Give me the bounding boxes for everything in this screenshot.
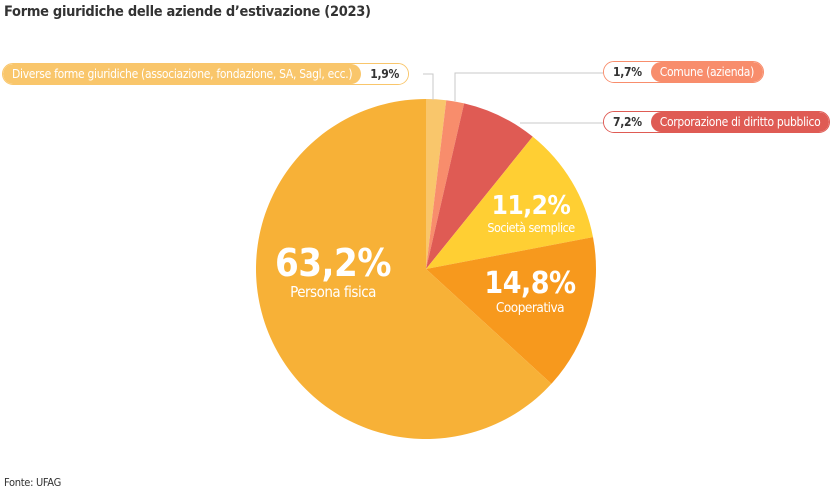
slice-value: 63,2% xyxy=(274,241,392,285)
slice-name: Persona fisica xyxy=(290,283,376,301)
pie-slice-5 xyxy=(256,99,552,439)
slice-name: Comune (azienda) xyxy=(650,62,764,82)
callout-diverse: Diverse forme giuridiche (associazione, … xyxy=(2,63,410,85)
label-cooperativa: 14,8% Cooperativa xyxy=(484,266,576,316)
slice-name: Corporazione di diritto pubblico xyxy=(650,112,830,132)
slice-value: 1,9% xyxy=(361,64,409,84)
chart-title: Forme giuridiche delle aziende d’estivaz… xyxy=(4,4,371,20)
slice-value: 14,8% xyxy=(484,266,576,301)
pie-slice-3 xyxy=(426,136,593,269)
pie-slice-0 xyxy=(426,99,447,269)
slice-value: 7,2% xyxy=(604,112,651,132)
leader-line-diverse xyxy=(423,73,434,100)
slice-name: Diverse forme giuridiche (associazione, … xyxy=(3,64,362,84)
callout-corporazione: 7,2% Corporazione di diritto pubblico xyxy=(603,111,831,133)
label-societa: 11,2% Società semplice xyxy=(487,191,575,235)
pie-slice-2 xyxy=(426,103,533,269)
leader-line-comune xyxy=(454,72,603,101)
source-note: Fonte: UFAG xyxy=(4,476,61,489)
pie-slice-4 xyxy=(426,237,597,384)
pie-slice-1 xyxy=(426,100,465,269)
slice-name: Società semplice xyxy=(487,220,575,235)
label-persona: 63,2% Persona fisica xyxy=(274,241,392,301)
slice-value: 11,2% xyxy=(491,191,571,221)
slice-value: 1,7% xyxy=(604,62,651,82)
slice-name: Cooperativa xyxy=(495,300,565,316)
callout-comune: 1,7% Comune (azienda) xyxy=(603,61,765,83)
